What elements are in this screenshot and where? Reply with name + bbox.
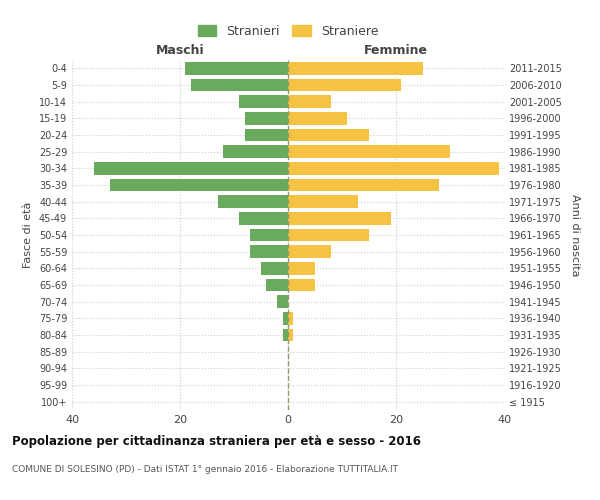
Bar [288, 246, 331, 258]
Bar [283, 329, 288, 341]
Bar [288, 312, 293, 324]
Bar [245, 112, 288, 124]
Bar [277, 296, 288, 308]
Bar [250, 229, 288, 241]
Bar [239, 212, 288, 224]
Bar [283, 312, 288, 324]
Bar [288, 129, 369, 141]
Bar [288, 79, 401, 92]
Text: Maschi: Maschi [155, 44, 205, 57]
Text: Popolazione per cittadinanza straniera per età e sesso - 2016: Popolazione per cittadinanza straniera p… [12, 435, 421, 448]
Bar [288, 112, 347, 124]
Bar [245, 129, 288, 141]
Bar [288, 146, 450, 158]
Bar [261, 262, 288, 274]
Bar [191, 79, 288, 92]
Bar [288, 96, 331, 108]
Bar [239, 96, 288, 108]
Bar [288, 279, 315, 291]
Bar [223, 146, 288, 158]
Bar [288, 196, 358, 208]
Y-axis label: Fasce di età: Fasce di età [23, 202, 33, 268]
Bar [288, 212, 391, 224]
Text: Femmine: Femmine [364, 44, 428, 57]
Bar [288, 179, 439, 192]
Bar [185, 62, 288, 74]
Text: COMUNE DI SOLESINO (PD) - Dati ISTAT 1° gennaio 2016 - Elaborazione TUTTITALIA.I: COMUNE DI SOLESINO (PD) - Dati ISTAT 1° … [12, 465, 398, 474]
Bar [250, 246, 288, 258]
Bar [266, 279, 288, 291]
Bar [288, 262, 315, 274]
Bar [110, 179, 288, 192]
Legend: Stranieri, Straniere: Stranieri, Straniere [194, 21, 382, 42]
Bar [218, 196, 288, 208]
Y-axis label: Anni di nascita: Anni di nascita [570, 194, 580, 276]
Bar [288, 229, 369, 241]
Bar [288, 62, 423, 74]
Bar [288, 162, 499, 174]
Bar [288, 329, 293, 341]
Bar [94, 162, 288, 174]
